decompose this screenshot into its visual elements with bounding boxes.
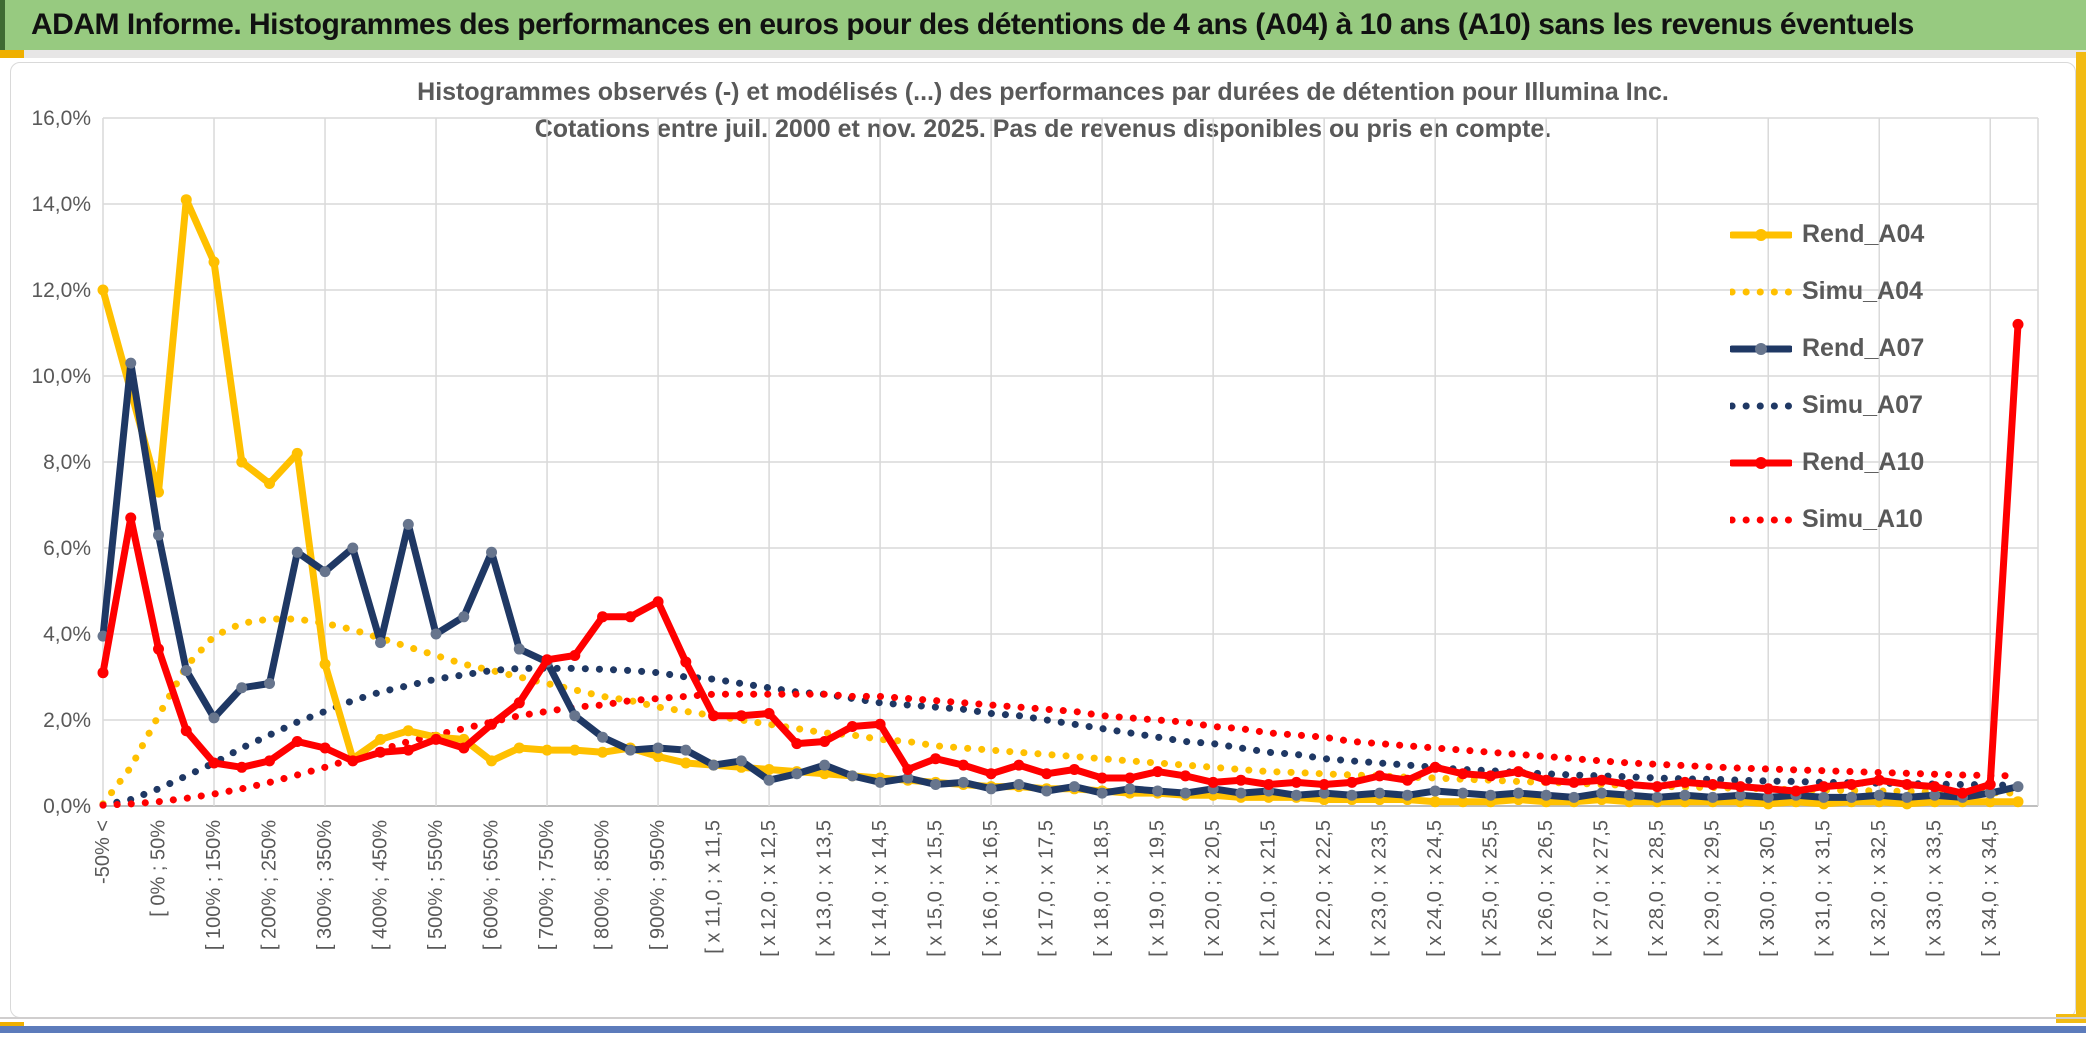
svg-text:[ 700% ; 750%: [ 700% ; 750% <box>536 820 558 950</box>
legend-swatch-dotted-icon <box>1728 512 1794 528</box>
x-axis-labels: -50% < [ 0% ; 50% [ 100% ; 150% [ 200% ; 25… <box>92 820 2001 957</box>
series-Simu_A04 <box>99 615 2022 808</box>
bottom-scroll-bar[interactable] <box>0 1026 2086 1033</box>
legend-label: Rend_A04 <box>1802 220 1925 248</box>
svg-text:[ x 16,0 ; x 16,5: [ x 16,0 ; x 16,5 <box>980 820 1002 957</box>
svg-text:[ x 17,0 ; x 17,5: [ x 17,0 ; x 17,5 <box>1036 820 1058 957</box>
svg-text:[ x 34,0 ; x 34,5: [ x 34,0 ; x 34,5 <box>1979 820 2001 957</box>
svg-text:0,0%: 0,0% <box>43 795 91 818</box>
svg-text:[ 400% ; 450%: [ 400% ; 450% <box>370 820 392 950</box>
svg-text:[ x 20,0 ; x 20,5: [ x 20,0 ; x 20,5 <box>1202 820 1224 957</box>
svg-text:[ x 26,0 ; x 26,5: [ x 26,0 ; x 26,5 <box>1535 820 1557 957</box>
legend-item-Rend_A07[interactable]: Rend_A07 <box>1728 320 1990 377</box>
legend-swatch-solid-icon <box>1728 455 1794 471</box>
series-Simu_A07 <box>99 664 2022 809</box>
chart-title-line1: Histogrammes observés (-) et modélisés (… <box>417 78 1669 106</box>
svg-text:[ x 25,0 ; x 25,5: [ x 25,0 ; x 25,5 <box>1480 820 1502 957</box>
svg-text:[ x 23,0 ; x 23,5: [ x 23,0 ; x 23,5 <box>1369 820 1391 957</box>
svg-text:[ x 11,0 ; x 11,5: [ x 11,0 ; x 11,5 <box>703 820 725 954</box>
svg-text:8,0%: 8,0% <box>43 451 91 474</box>
chart-title-line2: Cotations entre juil. 2000 et nov. 2025.… <box>534 115 1552 143</box>
svg-text:[ x 33,0 ; x 33,5: [ x 33,0 ; x 33,5 <box>1924 820 1946 957</box>
svg-text:4,0%: 4,0% <box>43 623 91 646</box>
legend-swatch-solid-icon <box>1728 341 1794 357</box>
svg-text:6,0%: 6,0% <box>43 537 91 560</box>
chart-title: Histogrammes observés (-) et modélisés (… <box>0 74 2086 148</box>
legend-item-Rend_A10[interactable]: Rend_A10 <box>1728 434 1990 491</box>
svg-text:[ x 32,0 ; x 32,5: [ x 32,0 ; x 32,5 <box>1868 820 1890 957</box>
svg-text:[ x 27,0 ; x 27,5: [ x 27,0 ; x 27,5 <box>1591 820 1613 957</box>
svg-text:[ 900% ; 950%: [ 900% ; 950% <box>647 820 669 950</box>
svg-text:[ 300% ; 350%: [ 300% ; 350% <box>314 820 336 950</box>
series-Simu_A10 <box>99 690 2022 809</box>
svg-text:[ x 21,0 ; x 21,5: [ x 21,0 ; x 21,5 <box>1258 820 1280 957</box>
sheet-title-bar: ADAM Informe. Histogrammes des performan… <box>0 0 2086 50</box>
svg-text:16,0%: 16,0% <box>31 107 91 130</box>
svg-text:-50% <: -50% < <box>92 820 114 884</box>
series-Rend_A10 <box>97 318 2024 799</box>
svg-text:[ 100% ; 150%: [ 100% ; 150% <box>203 820 225 950</box>
svg-text:[ x 14,0 ; x 14,5: [ x 14,0 ; x 14,5 <box>869 820 891 957</box>
left-accent-tab <box>0 50 24 58</box>
legend-item-Rend_A04[interactable]: Rend_A04 <box>1728 206 1990 263</box>
svg-text:[ x 12,0 ; x 12,5: [ x 12,0 ; x 12,5 <box>758 820 780 957</box>
legend-swatch-dotted-icon <box>1728 398 1794 414</box>
svg-text:[ 0% ; 50%: [ 0% ; 50% <box>148 820 170 917</box>
svg-text:[ x 13,0 ; x 13,5: [ x 13,0 ; x 13,5 <box>814 820 836 957</box>
svg-text:[ x 18,0 ; x 18,5: [ x 18,0 ; x 18,5 <box>1091 820 1113 957</box>
svg-text:[ 800% ; 850%: [ 800% ; 850% <box>592 820 614 950</box>
legend-label: Rend_A10 <box>1802 448 1925 476</box>
svg-text:14,0%: 14,0% <box>31 193 91 216</box>
sheet-title: ADAM Informe. Histogrammes des performan… <box>31 8 1914 41</box>
legend-item-Simu_A10[interactable]: Simu_A10 <box>1728 491 1990 548</box>
chart-legend[interactable]: Rend_A04 Simu_A04 Rend_A07 Simu_A07 Rend_A10… <box>1728 206 1990 548</box>
svg-text:[ 200% ; 250%: [ 200% ; 250% <box>259 820 281 950</box>
svg-text:[ x 28,0 ; x 28,5: [ x 28,0 ; x 28,5 <box>1646 820 1668 957</box>
svg-text:[ x 31,0 ; x 31,5: [ x 31,0 ; x 31,5 <box>1813 820 1835 957</box>
legend-label: Simu_A10 <box>1802 505 1923 533</box>
y-axis-labels: 16,0% 14,0% 12,0% 10,0% 8,0% 6,0% 4,0% 2,0% 0,0% <box>31 107 91 818</box>
svg-text:2,0%: 2,0% <box>43 709 91 732</box>
bottom-divider <box>0 1017 2086 1019</box>
svg-text:[ 500% ; 550%: [ 500% ; 550% <box>425 820 447 950</box>
chart-frame[interactable] <box>10 62 2076 1018</box>
svg-text:12,0%: 12,0% <box>31 279 91 302</box>
legend-swatch-dotted-icon <box>1728 284 1794 300</box>
svg-text:[ x 29,0 ; x 29,5: [ x 29,0 ; x 29,5 <box>1702 820 1724 957</box>
right-accent-strip <box>2076 52 2086 1016</box>
svg-text:[ x 30,0 ; x 30,5: [ x 30,0 ; x 30,5 <box>1757 820 1779 957</box>
svg-text:[ x 19,0 ; x 19,5: [ x 19,0 ; x 19,5 <box>1147 820 1169 957</box>
svg-text:[ x 15,0 ; x 15,5: [ x 15,0 ; x 15,5 <box>925 820 947 957</box>
legend-label: Rend_A07 <box>1802 334 1925 362</box>
series-Rend_A07 <box>97 357 2024 803</box>
legend-item-Simu_A07[interactable]: Simu_A07 <box>1728 377 1990 434</box>
legend-label: Simu_A07 <box>1802 391 1923 419</box>
svg-text:[ x 22,0 ; x 22,5: [ x 22,0 ; x 22,5 <box>1313 820 1335 957</box>
legend-item-Simu_A04[interactable]: Simu_A04 <box>1728 263 1990 320</box>
row-divider <box>0 50 2086 58</box>
legend-label: Simu_A04 <box>1802 277 1923 305</box>
svg-text:[ x 24,0 ; x 24,5: [ x 24,0 ; x 24,5 <box>1424 820 1446 957</box>
svg-text:[ 600% ; 650%: [ 600% ; 650% <box>481 820 503 950</box>
svg-text:10,0%: 10,0% <box>31 365 91 388</box>
legend-swatch-solid-icon <box>1728 227 1794 243</box>
